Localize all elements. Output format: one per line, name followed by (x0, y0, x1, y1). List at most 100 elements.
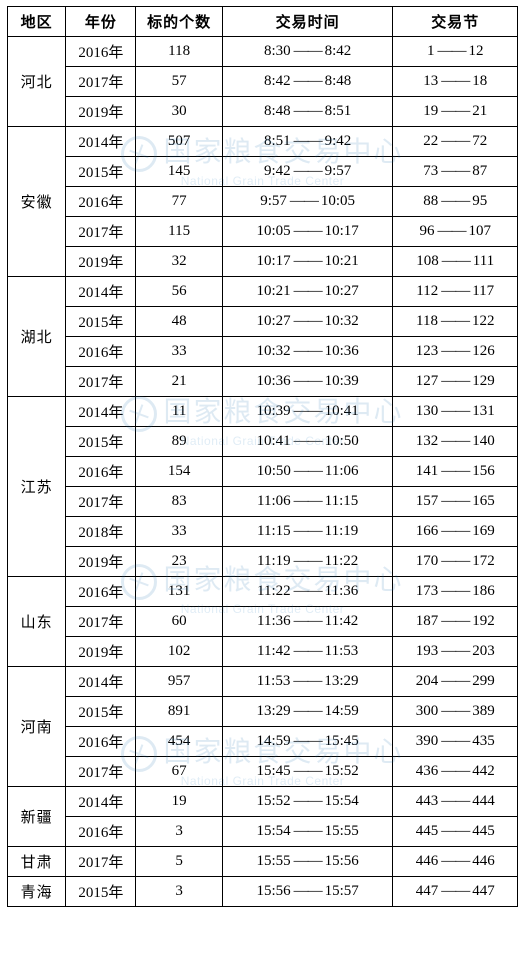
cell-time: 9:42——9:57 (222, 157, 393, 187)
cell-region: 河北 (8, 37, 66, 127)
cell-count: 33 (136, 337, 222, 367)
node-to: 111 (473, 253, 494, 269)
table-row: 2016年45414:59——15:45390——435 (8, 727, 518, 757)
time-separator: —— (294, 283, 322, 300)
node-from: 173 (416, 583, 439, 599)
table-row: 2019年10211:42——11:53193——203 (8, 637, 518, 667)
cell-node: 127——129 (393, 367, 518, 397)
node-to: 156 (472, 463, 495, 479)
time-to: 10:41 (325, 403, 359, 419)
time-from: 15:45 (256, 763, 290, 779)
col-region: 地区 (8, 7, 66, 37)
time-from: 10:17 (256, 253, 290, 269)
node-from: 13 (423, 73, 438, 89)
table-row: 2017年6715:45——15:52436——442 (8, 757, 518, 787)
cell-year: 2014年 (66, 667, 136, 697)
cell-count: 131 (136, 577, 222, 607)
time-separator: —— (294, 793, 322, 810)
cell-node: 96——107 (393, 217, 518, 247)
cell-count: 891 (136, 697, 222, 727)
node-from: 300 (416, 703, 439, 719)
table-row: 2016年15410:50——11:06141——156 (8, 457, 518, 487)
table-row: 2017年11510:05——10:1796——107 (8, 217, 518, 247)
time-separator: —— (294, 433, 322, 450)
time-to: 10:17 (325, 223, 359, 239)
time-from: 15:55 (256, 853, 290, 869)
node-separator: —— (441, 883, 469, 900)
cell-count: 30 (136, 97, 222, 127)
cell-year: 2017年 (66, 757, 136, 787)
node-separator: —— (441, 673, 469, 690)
node-to: 299 (472, 673, 495, 689)
node-to: 186 (472, 583, 495, 599)
cell-time: 10:17——10:21 (222, 247, 393, 277)
time-from: 11:53 (257, 673, 291, 689)
cell-time: 10:21——10:27 (222, 277, 393, 307)
cell-year: 2017年 (66, 217, 136, 247)
node-from: 73 (423, 163, 438, 179)
table-row: 2016年3310:32——10:36123——126 (8, 337, 518, 367)
time-from: 10:36 (256, 373, 290, 389)
cell-year: 2019年 (66, 247, 136, 277)
cell-node: 1——12 (393, 37, 518, 67)
node-from: 22 (423, 133, 438, 149)
cell-count: 957 (136, 667, 222, 697)
cell-count: 23 (136, 547, 222, 577)
node-from: 19 (423, 103, 438, 119)
node-separator: —— (441, 283, 469, 300)
cell-year: 2014年 (66, 127, 136, 157)
node-from: 123 (416, 343, 439, 359)
node-from: 96 (419, 223, 434, 239)
table-row: 2015年4810:27——10:32118——122 (8, 307, 518, 337)
table-row: 新疆2014年1915:52——15:54443——444 (8, 787, 518, 817)
table-row: 湖北2014年5610:21——10:27112——117 (8, 277, 518, 307)
time-separator: —— (294, 583, 322, 600)
time-separator: —— (294, 163, 322, 180)
cell-year: 2019年 (66, 547, 136, 577)
node-from: 141 (416, 463, 439, 479)
time-to: 9:42 (325, 133, 352, 149)
cell-count: 67 (136, 757, 222, 787)
cell-count: 33 (136, 517, 222, 547)
cell-count: 60 (136, 607, 222, 637)
node-to: 447 (472, 883, 495, 899)
node-separator: —— (437, 223, 465, 240)
cell-year: 2017年 (66, 367, 136, 397)
node-to: 12 (468, 43, 483, 59)
cell-time: 8:48——8:51 (222, 97, 393, 127)
table-row: 河南2014年95711:53——13:29204——299 (8, 667, 518, 697)
cell-time: 8:51——9:42 (222, 127, 393, 157)
time-separator: —— (294, 733, 322, 750)
time-separator: —— (294, 703, 322, 720)
cell-time: 10:50——11:06 (222, 457, 393, 487)
cell-count: 32 (136, 247, 222, 277)
time-from: 11:36 (257, 613, 291, 629)
time-separator: —— (294, 883, 322, 900)
cell-time: 10:32——10:36 (222, 337, 393, 367)
node-to: 389 (472, 703, 495, 719)
cell-node: 300——389 (393, 697, 518, 727)
node-separator: —— (441, 553, 469, 570)
time-from: 10:32 (256, 343, 290, 359)
time-separator: —— (294, 463, 322, 480)
time-separator: —— (294, 73, 322, 90)
node-from: 108 (416, 253, 439, 269)
node-separator: —— (441, 163, 469, 180)
cell-node: 132——140 (393, 427, 518, 457)
node-to: 122 (472, 313, 495, 329)
table-row: 2019年2311:19——11:22170——172 (8, 547, 518, 577)
node-to: 442 (472, 763, 495, 779)
cell-count: 11 (136, 397, 222, 427)
node-from: 127 (416, 373, 439, 389)
cell-count: 5 (136, 847, 222, 877)
cell-year: 2015年 (66, 877, 136, 907)
cell-count: 118 (136, 37, 222, 67)
cell-count: 145 (136, 157, 222, 187)
node-to: 18 (472, 73, 487, 89)
cell-node: 123——126 (393, 337, 518, 367)
node-from: 170 (416, 553, 439, 569)
cell-time: 10:41——10:50 (222, 427, 393, 457)
time-to: 11:22 (325, 553, 359, 569)
cell-year: 2016年 (66, 457, 136, 487)
cell-time: 10:05——10:17 (222, 217, 393, 247)
